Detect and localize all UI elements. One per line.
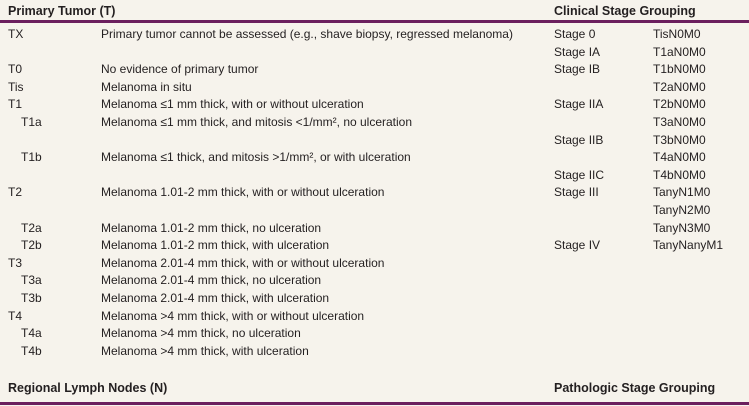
tnm-group: T1aN0M0 (653, 44, 706, 59)
regional-nodes-header: Regional Lymph Nodes (N) (8, 381, 168, 395)
tumor-description: Melanoma ≤1 mm thick, with or without ul… (101, 97, 364, 112)
table-row: T4 Melanoma >4 mm thick, with or without … (0, 308, 749, 326)
tumor-code: T2b (21, 238, 42, 253)
staging-table-body: TX Primary tumor cannot be assessed (e.g.… (0, 26, 749, 360)
tnm-group: T4bN0M0 (653, 167, 706, 182)
table-row: T3 Melanoma 2.01-4 mm thick, with or with… (0, 255, 749, 273)
tumor-description: No evidence of primary tumor (101, 62, 259, 77)
tnm-group: T2aN0M0 (653, 79, 706, 94)
tumor-code: T1a (21, 114, 42, 129)
table-row: T4a Melanoma >4 mm thick, no ulceration (0, 325, 749, 343)
tumor-code: T1b (21, 150, 42, 165)
stage-label: Stage IIA (554, 97, 604, 112)
primary-tumor-header: Primary Tumor (T) (8, 4, 116, 18)
table-row: TanyN2M0 (0, 202, 749, 220)
tumor-description: Melanoma 2.01-4 mm thick, with ulceratio… (101, 290, 330, 305)
tumor-description: Melanoma in situ (101, 79, 192, 94)
table-row: T3b Melanoma 2.01-4 mm thick, with ulcera… (0, 290, 749, 308)
tnm-group: TanyN2M0 (653, 202, 711, 217)
stage-label: Stage 0 (554, 27, 596, 41)
tnm-group: TanyN1M0 (653, 185, 711, 200)
tnm-group: T3bN0M0 (653, 132, 706, 147)
stage-label: Stage IA (554, 44, 601, 59)
table-row: T4b Melanoma >4 mm thick, with ulceration (0, 343, 749, 361)
stage-label: Stage IIB (554, 132, 604, 147)
stage-label: Stage IB (554, 62, 601, 77)
table-row: TX Primary tumor cannot be assessed (e.g.… (0, 26, 749, 44)
table-row: T2b Melanoma 1.01-2 mm thick, with ulcera… (0, 237, 749, 255)
tumor-description: Primary tumor cannot be assessed (e.g., … (101, 27, 513, 41)
tumor-code: T3 (8, 255, 23, 270)
tumor-description: Melanoma ≤1 mm thick, and mitosis <1/mm²… (101, 114, 413, 129)
table-row: T3a Melanoma 2.01-4 mm thick, no ulcerati… (0, 272, 749, 290)
clinical-stage-header: Clinical Stage Grouping (554, 4, 696, 18)
tumor-code: T0 (8, 62, 23, 77)
table-row: T0 No evidence of primary tumor Stage IB T1… (0, 61, 749, 79)
tumor-code: T4b (21, 343, 42, 358)
tnm-group: T4aN0M0 (653, 150, 706, 165)
tnm-group: TanyN3M0 (653, 220, 711, 235)
table-row: Stage IIB T3bN0M0 (0, 132, 749, 150)
pathologic-stage-header: Pathologic Stage Grouping (554, 381, 716, 395)
footer-rule (0, 402, 749, 405)
tumor-code: T4a (21, 326, 42, 341)
stage-label: Stage III (554, 185, 599, 200)
tnm-group: TanyNanyM1 (653, 238, 724, 253)
tnm-group: T1bN0M0 (653, 62, 706, 77)
tumor-code: TX (8, 27, 24, 41)
tumor-description: Melanoma 1.01-2 mm thick, with or withou… (101, 185, 385, 200)
table-row: Stage IA T1aN0M0 (0, 44, 749, 62)
table-row: T2a Melanoma 1.01-2 mm thick, no ulcerati… (0, 220, 749, 238)
table-row: T1a Melanoma ≤1 mm thick, and mitosis <1/… (0, 114, 749, 132)
tumor-description: Melanoma 1.01-2 mm thick, no ulceration (101, 220, 322, 235)
tumor-description: Melanoma >4 mm thick, with ulceration (101, 343, 309, 358)
tnm-group: TisN0M0 (653, 27, 701, 41)
tumor-description: Melanoma 1.01-2 mm thick, with ulceratio… (101, 238, 330, 253)
table-row: T1 Melanoma ≤1 mm thick, with or without … (0, 96, 749, 114)
tumor-description: Melanoma ≤1 thick, and mitosis >1/mm², o… (101, 150, 411, 165)
table-row: T1b Melanoma ≤1 thick, and mitosis >1/mm²… (0, 149, 749, 167)
tumor-code: T2a (21, 220, 42, 235)
table-row: Tis Melanoma in situ T2aN0M0 (0, 79, 749, 97)
tumor-description: Melanoma >4 mm thick, with or without ul… (101, 308, 365, 323)
tumor-code: T3a (21, 273, 42, 288)
table-row: T2 Melanoma 1.01-2 mm thick, with or with… (0, 184, 749, 202)
table-row: Stage IIC T4bN0M0 (0, 167, 749, 185)
tumor-code: T2 (8, 185, 23, 200)
tumor-code: T1 (8, 97, 23, 112)
tumor-code: T3b (21, 290, 42, 305)
stage-label: Stage IIC (554, 167, 605, 182)
stage-label: Stage IV (554, 238, 601, 253)
tnm-group: T2bN0M0 (653, 97, 706, 112)
tumor-code: T4 (8, 308, 23, 323)
tumor-description: Melanoma >4 mm thick, no ulceration (101, 326, 301, 341)
tumor-description: Melanoma 2.01-4 mm thick, no ulceration (101, 273, 322, 288)
tnm-group: T3aN0M0 (653, 114, 706, 129)
tumor-description: Melanoma 2.01-4 mm thick, with or withou… (101, 255, 385, 270)
header-rule (0, 20, 749, 23)
tumor-code: Tis (8, 79, 24, 94)
